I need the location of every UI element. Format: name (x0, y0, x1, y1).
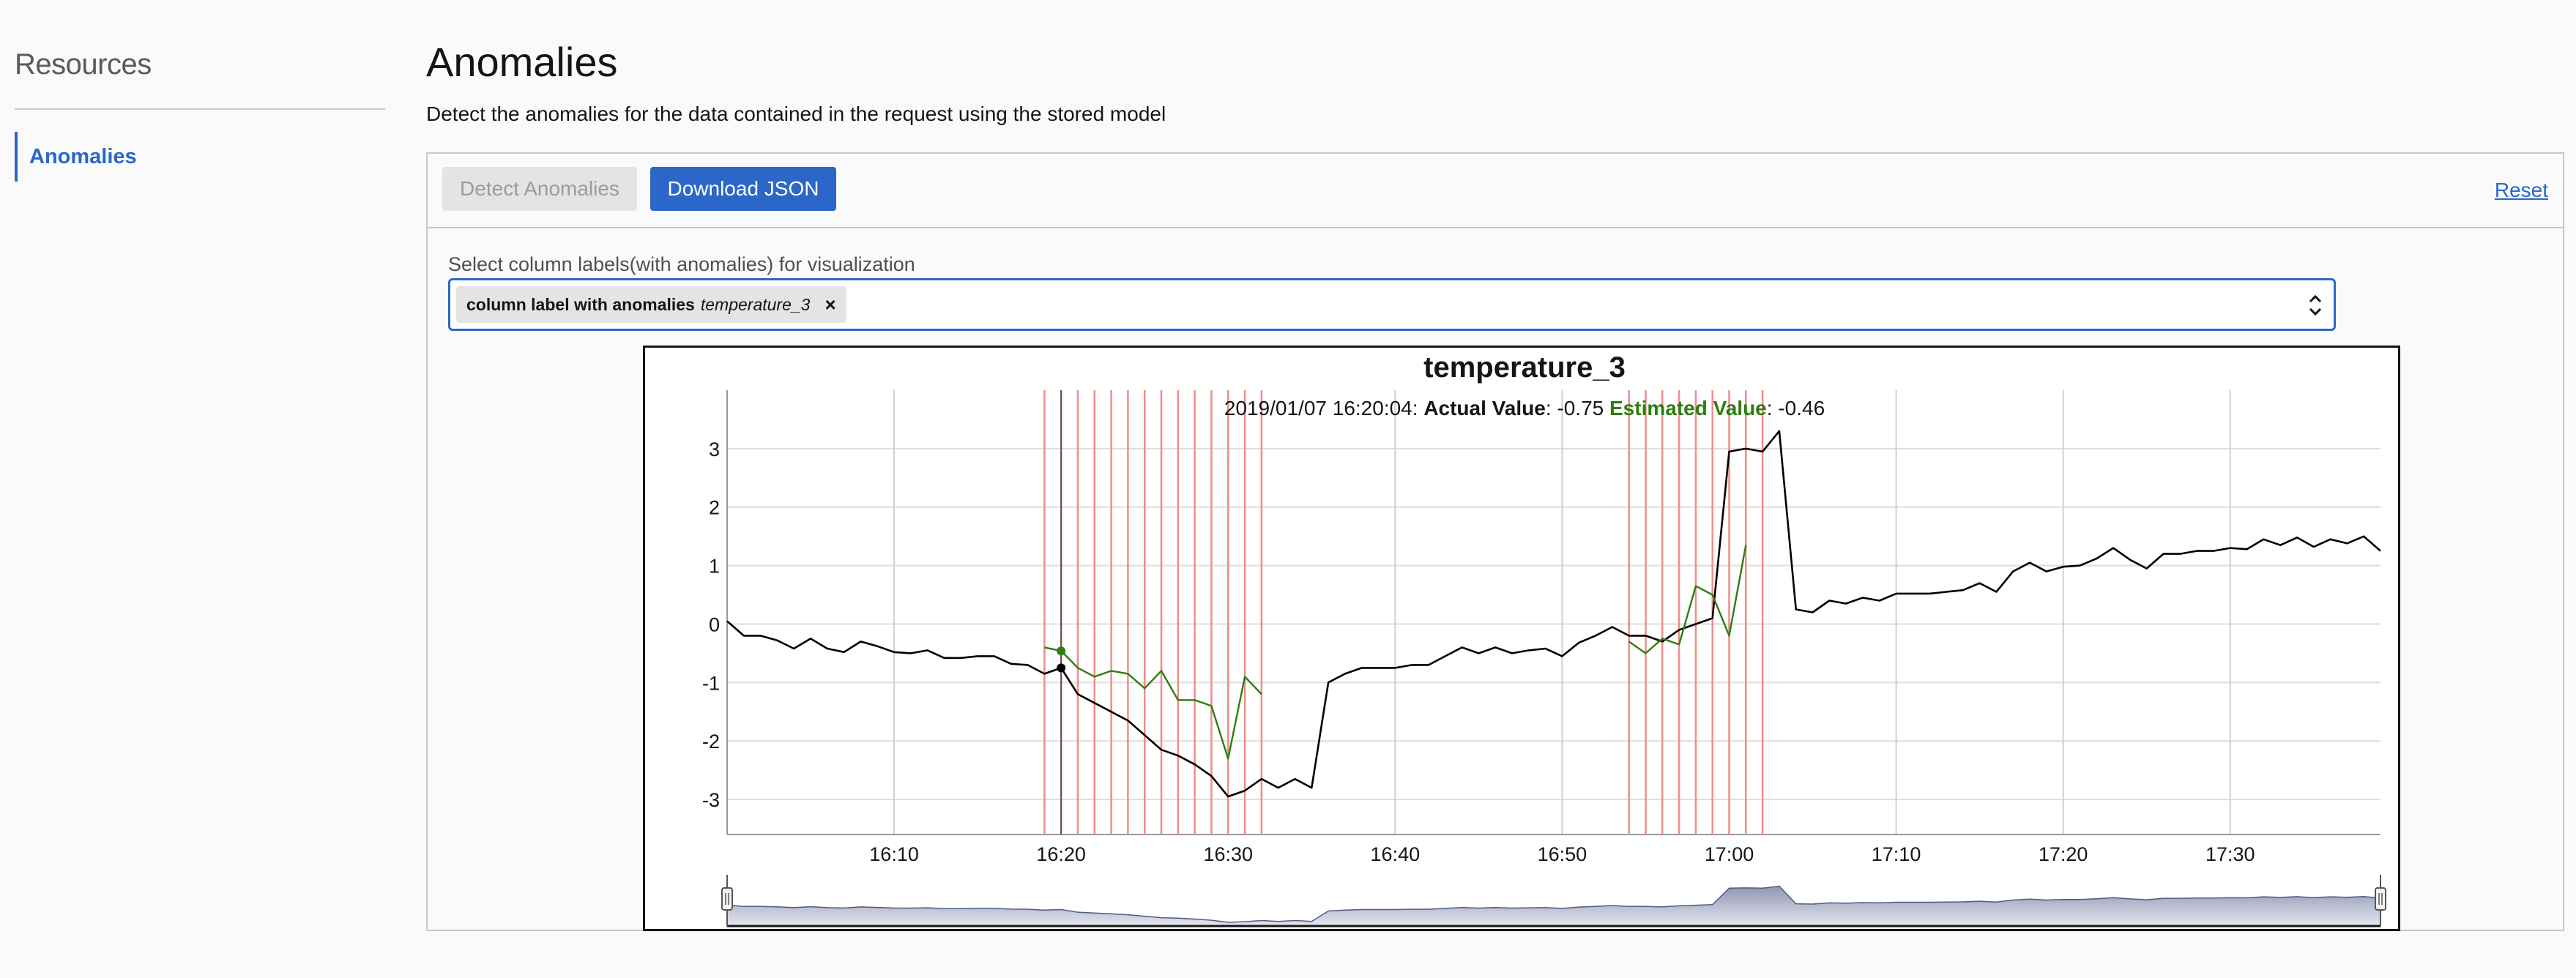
selected-chip: column label with anomalies temperature_… (456, 286, 846, 323)
chip-prefix: column label with anomalies (466, 294, 695, 314)
page-title: Anomalies (426, 39, 618, 85)
detect-anomalies-button[interactable]: Detect Anomalies (442, 167, 637, 211)
estimated-value-line (1628, 545, 1747, 654)
chip-value: temperature_3 (700, 294, 811, 314)
sidebar-item-anomalies[interactable]: Anomalies (15, 132, 369, 182)
navigator-right-handle[interactable] (2375, 887, 2386, 911)
x-tick-label: 16:20 (1036, 843, 1086, 865)
actual-value-line (726, 430, 2381, 798)
y-tick-label: 2 (709, 497, 720, 519)
column-label-select[interactable]: column label with anomalies temperature_… (448, 278, 2336, 331)
navigator-left-handle[interactable] (721, 887, 733, 911)
close-icon[interactable]: × (824, 293, 836, 316)
y-tick-label: 1 (709, 556, 720, 578)
y-tick-label: -3 (702, 789, 720, 811)
page-description: Detect the anomalies for the data contai… (426, 102, 1166, 125)
actual-value-point (1057, 663, 1066, 673)
select-label: Select column labels(with anomalies) for… (448, 253, 915, 275)
anomalies-panel: Detect Anomalies Download JSON Reset Sel… (426, 152, 2564, 931)
y-tick-label: 0 (709, 613, 720, 635)
tooltip-text: 2019/01/07 16:20:04: Actual Value: -0.75… (1224, 397, 1825, 419)
anomaly-chart: temperature_3 3 2 1 0 -1 -2 -3 16:10 16:20 16:30 16… (702, 351, 2386, 927)
estimated-value-point (1057, 646, 1066, 656)
resources-divider (15, 108, 385, 110)
reset-link[interactable]: Reset (2494, 179, 2548, 201)
download-json-button[interactable]: Download JSON (650, 167, 836, 211)
x-tick-label: 17:10 (1872, 843, 1921, 865)
x-tick-label: 17:20 (2039, 843, 2088, 865)
x-tick-label: 16:30 (1203, 843, 1253, 865)
chart-title: temperature_3 (1423, 351, 1626, 384)
chevron-up-down-icon[interactable] (2307, 291, 2323, 320)
y-tick-label: -2 (702, 731, 720, 753)
x-tick-label: 17:00 (1705, 843, 1754, 865)
sidebar-item-label: Anomalies (29, 144, 137, 168)
x-tick-label: 16:10 (869, 843, 919, 865)
resources-title: Resources (15, 48, 152, 81)
x-tick-label: 16:50 (1538, 843, 1587, 865)
x-tick-label: 16:40 (1371, 843, 1421, 865)
estimated-value-line (1044, 646, 1262, 760)
toolbar: Detect Anomalies Download JSON Reset (428, 154, 2563, 228)
chart-frame: temperature_3 3 2 1 0 -1 -2 -3 16:10 16:20 16:30 16… (643, 346, 2400, 931)
y-tick-label: -1 (702, 672, 720, 694)
navigator-area (726, 885, 2381, 927)
x-tick-label: 17:30 (2205, 843, 2255, 865)
y-tick-label: 3 (709, 438, 720, 460)
